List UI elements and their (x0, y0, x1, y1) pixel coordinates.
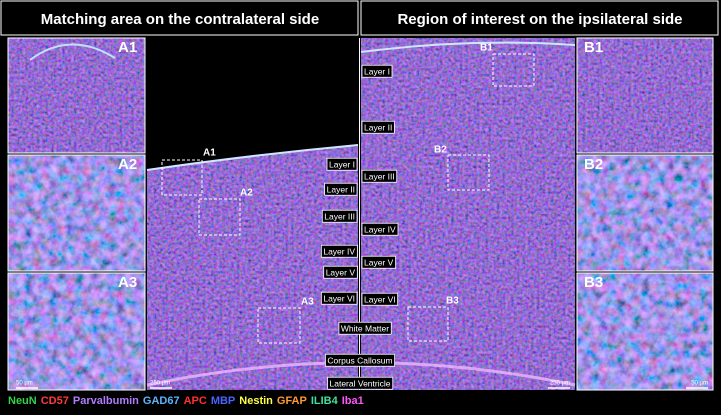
roi-box (257, 307, 301, 344)
scale-bar-label: 250 µm (550, 381, 570, 387)
layer-label-box (327, 376, 394, 390)
layer-label: Layer I (364, 66, 390, 76)
header-title: Matching area on the contralateral side (41, 11, 319, 28)
roi-box (198, 198, 241, 236)
layer-label: Layer I (329, 159, 355, 169)
panel-border (7, 37, 146, 154)
layer-label: Corpus Callosum (327, 355, 392, 365)
legend-entry: GFAP (276, 395, 307, 407)
layer-label: Layer VI (323, 293, 355, 303)
roi-label: A3 (301, 297, 314, 308)
layer-label-box (323, 265, 358, 279)
layer-label-box (324, 182, 358, 196)
layer-label-box (324, 353, 396, 367)
vessel (29, 43, 116, 61)
header-box (0, 0, 359, 36)
panel-border (576, 272, 714, 391)
header-box (360, 0, 719, 36)
legend-entry: Nestin (239, 395, 273, 407)
layer-label: Layer V (364, 257, 394, 267)
roi-label: B1 (480, 43, 493, 54)
panel-label: B2 (584, 156, 603, 173)
roi-box (447, 154, 490, 191)
panel-border (576, 37, 714, 154)
legend-entry: Parvalbumin (72, 395, 139, 407)
panel-label: A2 (118, 156, 137, 173)
pial-surface (360, 41, 576, 53)
layer-label: Layer IV (364, 224, 396, 234)
inset-image (577, 273, 713, 390)
layer-label: Layer III (324, 211, 355, 221)
layer-label: Layer V (326, 267, 356, 277)
layer-label: Layer III (364, 171, 395, 181)
legend-entry: Iba1 (341, 395, 364, 407)
layer-label: Layer VI (364, 294, 396, 304)
roi-box (161, 159, 203, 196)
scale-bar-label: 50 µm (691, 381, 708, 387)
roi-box (407, 306, 449, 342)
layer-label-box (361, 255, 397, 269)
scale-bar-label: 50 µm (16, 381, 33, 387)
panel-label: A3 (118, 274, 137, 291)
layer-label-box (361, 222, 399, 236)
panel-label: B1 (584, 39, 603, 56)
panel-border (7, 272, 146, 391)
legend: NeuN CD57 Parvalbumin GAD67 APC MBP Nestin GFAP… (8, 395, 368, 407)
section-image (361, 38, 575, 390)
panel-border (576, 154, 714, 272)
figure: Matching area on the contralateral side … (0, 0, 719, 391)
roi-label: A1 (203, 148, 216, 159)
roi-label: B3 (446, 296, 459, 307)
inset-image (577, 155, 713, 271)
legend-entry: APC (183, 395, 207, 407)
panel-border (7, 154, 146, 272)
inset-image (8, 273, 145, 390)
panel-label: A1 (118, 39, 137, 56)
layer-label: White Matter (341, 323, 389, 333)
legend-entry: MBP (210, 395, 236, 407)
inset-image (8, 38, 145, 153)
panel-label: B3 (584, 274, 603, 291)
roi-label: A2 (240, 188, 253, 199)
roi-label: B2 (434, 145, 447, 156)
pial-surface (146, 144, 359, 171)
legend-entry: NeuN (8, 395, 37, 407)
layer-label: Layer II (364, 122, 392, 132)
inset-image (8, 155, 145, 271)
header-title: Region of interest on the ipsilateral si… (397, 11, 682, 28)
section-image (147, 145, 358, 390)
layer-label-box (361, 169, 398, 183)
legend-entry: CD57 (40, 395, 69, 407)
layer-label: Layer II (327, 184, 355, 194)
layer-label-box (321, 209, 358, 223)
layer-label: Lateral Ventricle (330, 378, 391, 388)
roi-box (492, 53, 535, 87)
layer-label-box (361, 120, 395, 134)
layer-label-box (320, 244, 358, 258)
layer-label: Layer IV (323, 246, 355, 256)
layer-label-box (326, 157, 358, 171)
inset-image (577, 38, 713, 153)
layer-label-box (338, 321, 392, 335)
inset-images (8, 38, 713, 390)
scale-bar-label: 250 µm (150, 381, 170, 387)
legend-entry: ILIB4 (310, 395, 338, 407)
legend-entry: GAD67 (142, 395, 180, 407)
layer-label-box (361, 292, 399, 306)
layer-label-box (361, 64, 393, 78)
layer-label-box (320, 291, 358, 305)
